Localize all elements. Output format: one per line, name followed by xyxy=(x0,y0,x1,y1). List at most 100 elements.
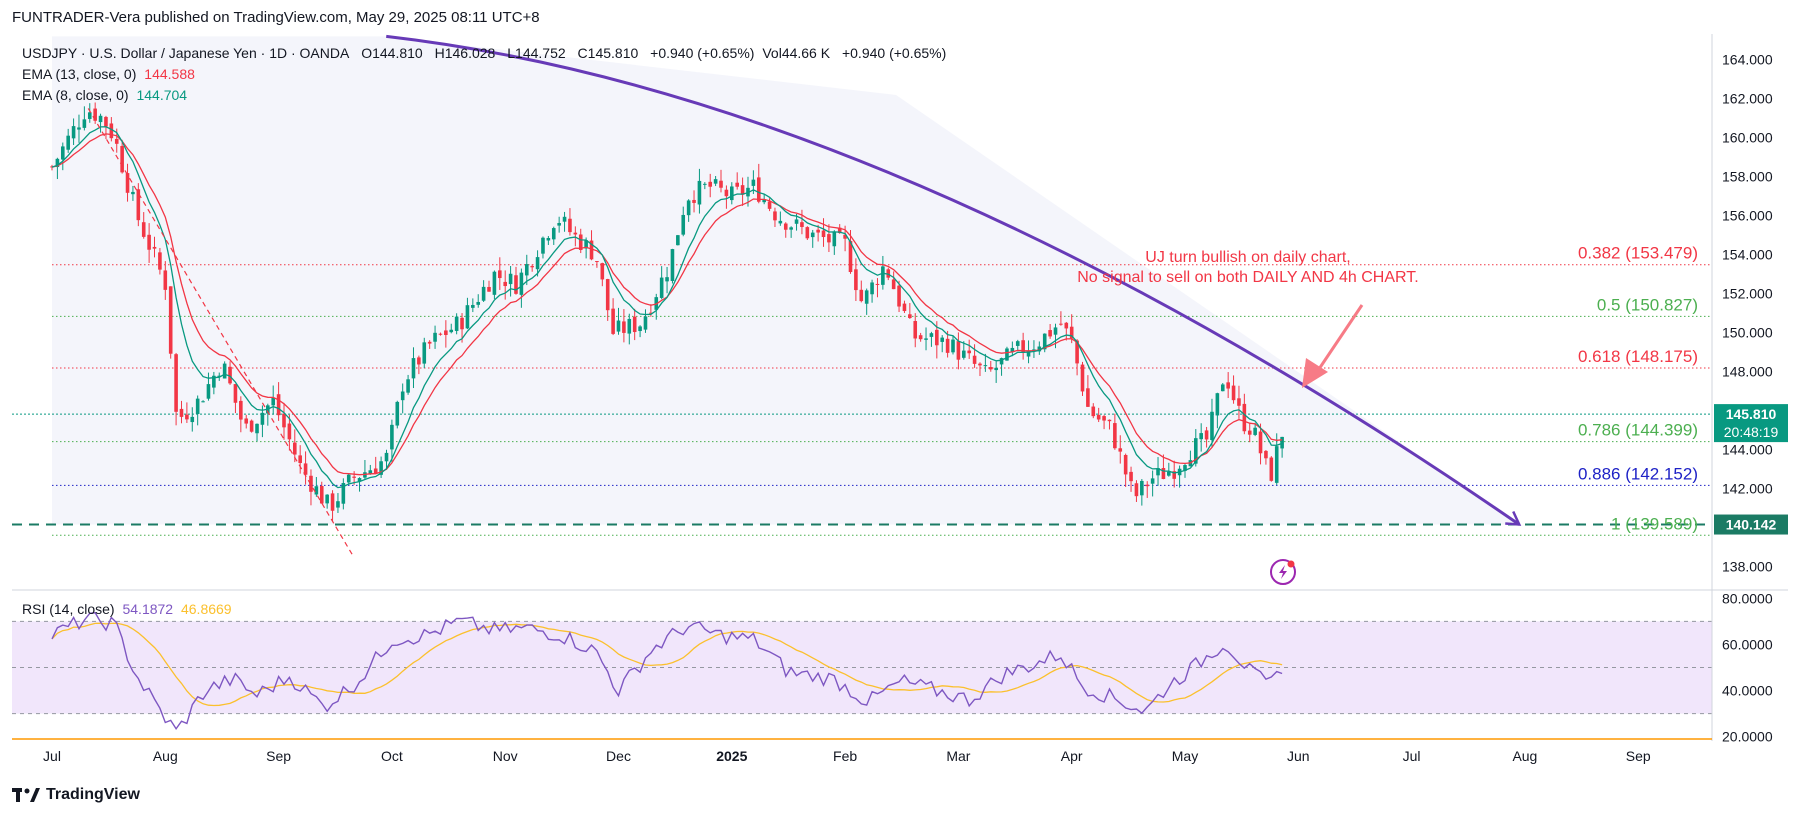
candle-body xyxy=(131,191,135,195)
candle-body xyxy=(697,180,702,205)
candle-body xyxy=(346,474,351,483)
time-axis[interactable]: Jul Aug Sep Oct Nov Dec 2025 Feb Mar Apr May Jun Jul… xyxy=(43,748,1651,764)
candle-body xyxy=(1140,480,1144,496)
candle-body xyxy=(584,240,588,249)
candle-body xyxy=(330,493,335,511)
candle-body xyxy=(1134,483,1139,497)
descending-trendline[interactable] xyxy=(386,34,1521,526)
vol-label: Vol xyxy=(762,45,782,61)
candle-body xyxy=(1215,393,1220,416)
candle-body xyxy=(433,332,437,342)
candle-body xyxy=(649,312,653,314)
rsi-label[interactable]: RSI (14, close) xyxy=(22,601,115,617)
candle-body xyxy=(1145,484,1150,487)
svg-text:20:48:19: 20:48:19 xyxy=(1724,424,1779,440)
candle-body xyxy=(843,234,847,239)
time-tick-label: May xyxy=(1172,748,1198,764)
ema8-label[interactable]: EMA (8, close, 0) xyxy=(22,87,129,103)
rsi-tick-label: 40.0000 xyxy=(1722,683,1773,699)
candle-body xyxy=(730,186,734,201)
candle-body xyxy=(681,214,686,235)
candle-body xyxy=(1037,346,1042,352)
candle-body xyxy=(595,261,599,263)
candle-body xyxy=(611,308,615,334)
current-price-badge: 145.810 20:48:19 xyxy=(1714,404,1788,443)
annotation-line-1[interactable]: UJ turn bullish on daily chart, xyxy=(1145,249,1350,266)
ema13-legend[interactable]: EMA (13, close, 0) 144.588 xyxy=(22,66,199,82)
annotation-line-2[interactable]: No signal to sell on both DAILY AND 4h C… xyxy=(1077,269,1419,286)
symbol-legend[interactable]: USDJPY · U.S. Dollar / Japanese Yen · 1D… xyxy=(22,45,950,61)
candle-body xyxy=(1118,448,1123,452)
candle-body xyxy=(292,442,297,455)
time-tick-label: Oct xyxy=(381,748,403,764)
candle-body xyxy=(945,338,950,353)
candle-body xyxy=(98,115,103,123)
rsi-legend[interactable]: RSI (14, close) 54.1872 46.8669 xyxy=(22,601,236,617)
candle-body xyxy=(1064,322,1069,329)
candle-body xyxy=(897,285,901,307)
candle-body xyxy=(778,220,783,224)
rsi-tick-label: 20.0000 xyxy=(1722,729,1773,745)
candle-body xyxy=(206,384,211,399)
candle-body xyxy=(978,363,982,366)
candle-body xyxy=(1015,341,1020,346)
candle-body xyxy=(589,240,594,260)
price-tick-label: 160.000 xyxy=(1722,130,1773,146)
candle-body xyxy=(1075,340,1079,364)
candle-body xyxy=(406,379,410,393)
ema8-line xyxy=(51,126,1283,489)
support-price-badge: 140.142 xyxy=(1714,514,1788,535)
tradingview-brand[interactable]: TradingView xyxy=(12,786,140,804)
candle-body xyxy=(659,277,664,298)
candle-body xyxy=(147,234,151,250)
ema8-legend[interactable]: EMA (8, close, 0) 144.704 xyxy=(22,87,191,103)
candle-body xyxy=(71,126,76,139)
rsi-tick-label: 60.0000 xyxy=(1722,636,1773,652)
candle-body xyxy=(87,112,92,119)
candle-body xyxy=(794,219,799,224)
candle-body xyxy=(956,341,961,360)
rsi-ma-value: 46.8669 xyxy=(180,601,232,617)
candle-body xyxy=(994,367,998,371)
candle-body xyxy=(643,316,648,330)
fib-level-label: 1 (139.589) xyxy=(1611,514,1698,533)
rsi-axis[interactable]: 80.0000 60.0000 40.0000 20.0000 xyxy=(1722,590,1773,744)
time-tick-label: Nov xyxy=(493,748,518,764)
candle-body xyxy=(125,173,130,193)
candle-body xyxy=(174,354,178,412)
annotation-arrow[interactable] xyxy=(1302,304,1364,388)
symbol-title[interactable]: USDJPY · U.S. Dollar / Japanese Yen · 1D… xyxy=(22,45,350,61)
candle-body xyxy=(465,305,470,329)
candle-body xyxy=(875,283,880,285)
candle-body xyxy=(1193,438,1198,464)
time-tick-label: 2025 xyxy=(716,748,747,764)
candle-body xyxy=(568,218,572,233)
candle-body xyxy=(1123,454,1128,475)
candle-body xyxy=(1150,478,1155,484)
candle-body xyxy=(109,123,114,139)
time-tick-label: Aug xyxy=(1512,748,1537,764)
candle-body xyxy=(1264,450,1268,459)
candle-body xyxy=(1010,347,1015,353)
candle-body xyxy=(686,200,691,216)
fib-level-label: 0.382 (153.479) xyxy=(1578,244,1698,263)
main-pane[interactable] xyxy=(12,34,1712,586)
candle-body xyxy=(908,314,912,319)
candle-body xyxy=(1161,467,1166,480)
candle-body xyxy=(314,486,319,495)
candle-body xyxy=(827,234,831,243)
price-axis[interactable]: 164.000 162.000 160.000 158.000 156.000 154.0… xyxy=(1722,52,1773,575)
candle-body xyxy=(244,418,249,424)
candle-body xyxy=(1069,326,1074,339)
candle-body xyxy=(60,146,65,160)
candle-body xyxy=(249,420,254,432)
vol-change: +0.940 (+0.65%) xyxy=(841,45,947,61)
close-value: 145.810 xyxy=(587,45,639,61)
price-tick-label: 142.000 xyxy=(1722,480,1773,496)
alert-lightning-icon[interactable] xyxy=(1270,559,1296,585)
high-value: 146.028 xyxy=(444,45,496,61)
ema13-label[interactable]: EMA (13, close, 0) xyxy=(22,66,137,82)
candle-body xyxy=(1204,430,1209,440)
candle-body xyxy=(1053,327,1058,335)
